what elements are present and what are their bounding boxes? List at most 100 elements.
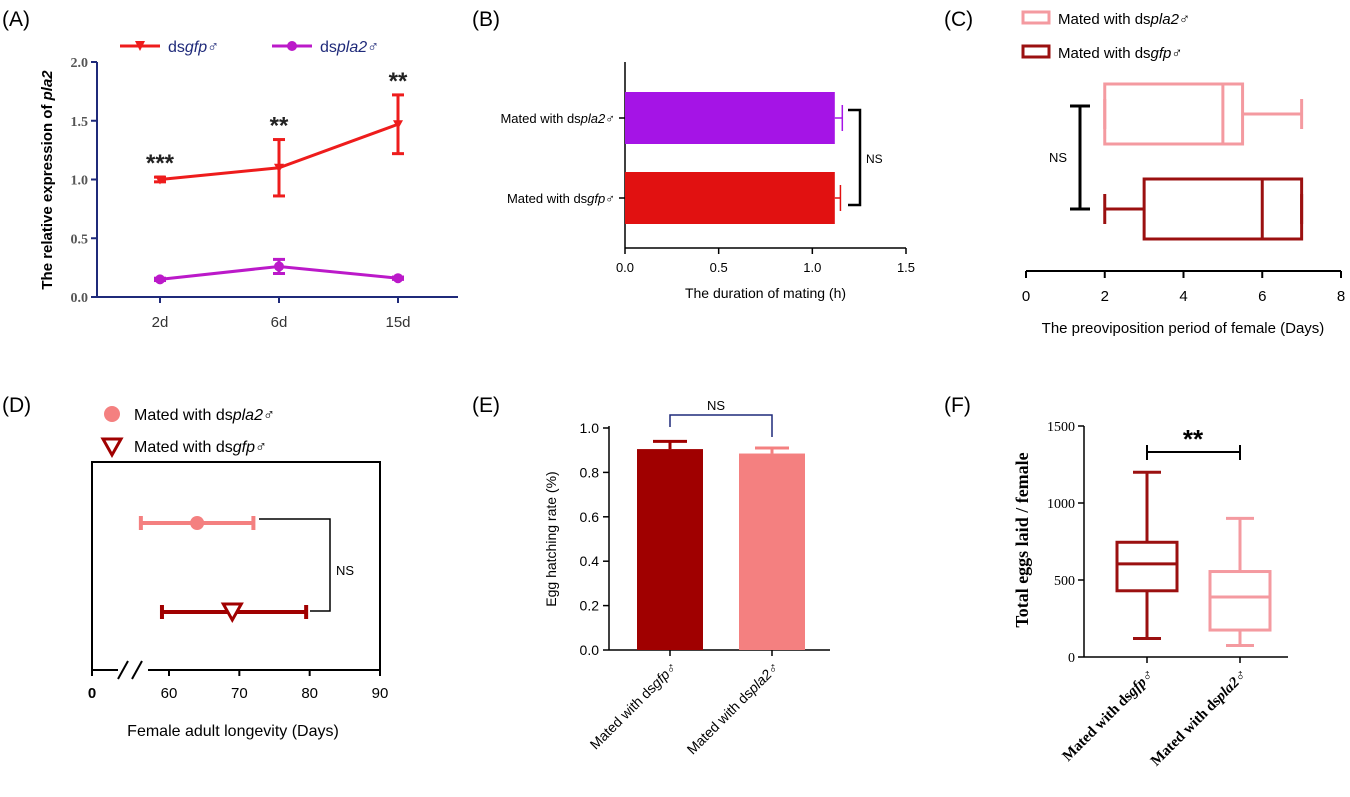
y-axis-label-part-0: The relative expression of: [39, 100, 56, 289]
x-tick-label: 0: [88, 685, 96, 702]
y-tick-label: 1.0: [71, 174, 89, 189]
box: [1115, 540, 1179, 593]
y-tick-label: 1500: [1047, 420, 1075, 435]
y-tick-label: 0: [1068, 651, 1075, 666]
x-tick-label: 8: [1337, 288, 1345, 305]
plot-frame: [91, 461, 381, 671]
legend-label-part-0: Mated with ds: [134, 439, 233, 456]
significance-label: **: [1183, 424, 1204, 454]
data-point: [274, 163, 284, 173]
data-point: [274, 261, 284, 272]
y-tick-label-part-2: ♂: [605, 111, 615, 126]
legend-label-part-1: gfp: [233, 439, 255, 456]
box: [1103, 82, 1245, 146]
box: [1142, 177, 1304, 241]
legend-label-part-2: ♂: [1171, 45, 1182, 62]
y-tick-label: 1.0: [580, 420, 600, 436]
x-tick-label-part-0: Mated with ds: [587, 680, 659, 752]
chart-c: 0 2 4 6 8 The preoviposition period of female…: [1021, 10, 1345, 337]
panel-label-b: (B): [472, 8, 500, 31]
legend-label-part-0: ds: [320, 39, 337, 56]
panel-label-f: (F): [944, 394, 971, 417]
x-tick-label: 6: [1258, 288, 1266, 305]
axis-break: [117, 660, 129, 680]
chart-e: 0.0 0.2 0.4 0.6 0.8 1.0 Egg hatching rate (%) M…: [543, 398, 830, 757]
y-tick-label: 0.5: [71, 232, 89, 247]
y-tick-label-part-0: Mated with ds: [500, 111, 581, 126]
x-tick-label: 15d: [385, 314, 410, 331]
x-tick-label-part-0: Mated with ds: [1148, 693, 1224, 769]
legend-label-part-0: ds: [168, 39, 185, 56]
legend-label: dspla2♂: [320, 39, 379, 56]
axis-break: [131, 660, 143, 680]
legend-label-part-0: Mated with ds: [1058, 11, 1151, 28]
x-tick-label-part-0: Mated with ds: [1060, 688, 1136, 764]
x-tick-label: 4: [1179, 288, 1187, 305]
legend-label-part-0: Mated with ds: [1058, 45, 1151, 62]
y-tick-label: 1000: [1047, 497, 1075, 512]
legend-marker: [135, 41, 145, 51]
significance-label: NS: [336, 563, 354, 578]
y-axis-label: Egg hatching rate (%): [543, 471, 559, 606]
y-axis-label-part-1: pla2: [39, 70, 56, 102]
legend-marker: [287, 41, 297, 51]
y-axis-label: Total eggs laid / female: [1012, 452, 1032, 627]
y-tick-label-part-0: Mated with ds: [507, 191, 588, 206]
x-tick-label: Mated with dsgfp♂: [587, 659, 681, 753]
y-tick-label: 0.0: [580, 642, 600, 658]
chart-f: 0 500 1000 1500 Total eggs laid / female Mate…: [1012, 420, 1288, 769]
legend-label-part-1: pla2: [232, 407, 263, 424]
y-tick-label: 0.8: [580, 464, 600, 480]
x-tick-label: Mated with dsgfp♂: [1060, 667, 1158, 765]
data-point: [393, 273, 403, 284]
x-tick-label: 2d: [152, 314, 169, 331]
legend-swatch: [1021, 44, 1051, 59]
data-point: [393, 120, 403, 130]
chart-b: 0.0 0.5 1.0 1.5 The duration of mating (h) Ma…: [500, 62, 915, 301]
panel-label-e: (E): [472, 394, 500, 417]
x-tick-label: 1.5: [897, 260, 915, 275]
y-tick-label: 0.4: [580, 553, 600, 569]
x-tick-label: 0.5: [710, 260, 728, 275]
y-tick-label: 0.2: [580, 598, 600, 614]
legend-label-part-2: ♂: [1179, 11, 1190, 28]
x-axis-label: The preoviposition period of female (Day…: [1042, 320, 1325, 337]
x-tick-label: 0.0: [616, 260, 634, 275]
legend-label-part-1: gfp: [1151, 45, 1172, 62]
legend-marker: [104, 406, 120, 422]
y-tick-label: 500: [1054, 574, 1075, 589]
legend-label-part-1: pla2: [336, 39, 367, 56]
x-tick-label-part-0: Mated with ds: [684, 685, 756, 757]
bar: [625, 172, 835, 224]
legend-swatch: [1021, 10, 1051, 25]
legend-label-part-2: ♂: [367, 39, 379, 56]
y-tick-label: 2.0: [71, 56, 89, 71]
legend-label-part-2: ♂: [263, 407, 275, 424]
legend-label: dsgfp♂: [168, 39, 219, 56]
legend-label-part-1: pla2: [1150, 11, 1180, 28]
legend-label: Mated with dspla2♂: [1058, 11, 1190, 28]
significance-label: NS: [1049, 150, 1067, 165]
y-tick-label: 0.6: [580, 509, 600, 525]
mean-marker: [220, 602, 244, 624]
y-tick-label-part-1: pla2: [580, 111, 606, 126]
legend-label-part-2: ♂: [255, 439, 267, 456]
x-axis-label: Female adult longevity (Days): [127, 723, 339, 740]
chart-d: 0 60 70 80 90 Female adult longevity (Days) NS…: [88, 406, 388, 740]
y-tick-label-part-1: gfp: [587, 191, 605, 206]
bar: [739, 453, 805, 650]
data-point: [155, 274, 165, 285]
x-tick-label: 1.0: [803, 260, 821, 275]
significance-marker: **: [270, 113, 289, 140]
legend-label: Mated with dsgfp♂: [134, 439, 267, 456]
x-tick-label: Mated with dspla2♂: [1148, 667, 1251, 770]
bar: [637, 449, 703, 650]
x-tick-label: 2: [1101, 288, 1109, 305]
legend-label: Mated with dspla2♂: [134, 407, 275, 424]
x-tick-label: 6d: [271, 314, 288, 331]
data-point: [155, 175, 165, 185]
panel-label-d: (D): [2, 394, 31, 417]
x-tick-label: 80: [301, 685, 318, 702]
significance-marker: ***: [146, 150, 175, 177]
significance-bracket: [848, 108, 862, 207]
